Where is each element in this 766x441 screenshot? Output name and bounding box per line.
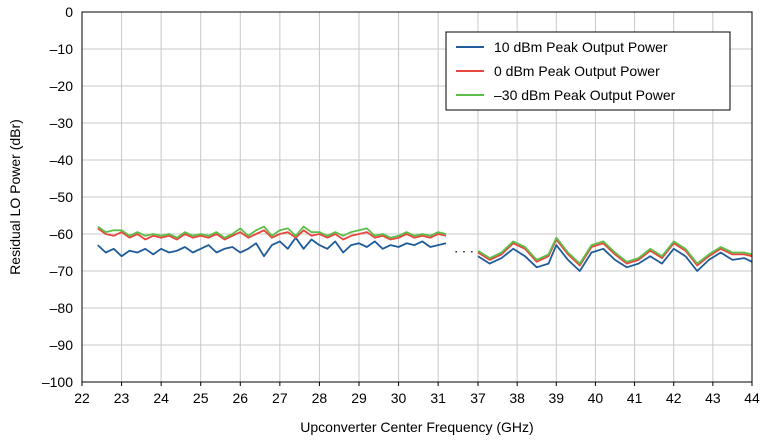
x-tick-label: 40 xyxy=(588,390,604,406)
x-tick-label: 37 xyxy=(470,390,486,406)
y-tick-label: –40 xyxy=(50,152,74,168)
y-tick-label: –30 xyxy=(50,115,74,131)
x-tick-label: 39 xyxy=(548,390,564,406)
y-tick-label: –50 xyxy=(50,189,74,205)
y-tick-label: –10 xyxy=(50,41,74,57)
x-tick-label: 30 xyxy=(391,390,407,406)
x-tick-label: 28 xyxy=(312,390,328,406)
series-line xyxy=(477,236,753,265)
x-tick-label: 27 xyxy=(272,390,288,406)
y-tick-label: –60 xyxy=(50,226,74,242)
series-line xyxy=(97,227,447,241)
x-tick-label: 26 xyxy=(232,390,248,406)
legend-label: –30 dBm Peak Output Power xyxy=(494,87,676,103)
x-tick-label: 43 xyxy=(705,390,721,406)
legend: 10 dBm Peak Output Power 0 dBm Peak Outpu… xyxy=(445,31,731,111)
x-tick-label: 44 xyxy=(744,390,760,406)
y-tick-label: –70 xyxy=(50,263,74,279)
series-line xyxy=(97,225,447,239)
legend-box xyxy=(445,31,731,111)
x-tick-label: 22 xyxy=(74,390,90,406)
x-tick-label: 25 xyxy=(193,390,209,406)
series-line xyxy=(97,236,447,258)
y-tick-label: 0 xyxy=(65,4,73,20)
series-line xyxy=(477,244,753,272)
series-lines xyxy=(97,225,753,272)
x-tick-label: 23 xyxy=(114,390,130,406)
x-tick-label: 31 xyxy=(430,390,446,406)
y-tick-label: –20 xyxy=(50,78,74,94)
y-axis-title: Residual LO Power (dBr) xyxy=(7,119,23,275)
x-tick-label: 41 xyxy=(627,390,643,406)
legend-label: 0 dBm Peak Output Power xyxy=(494,63,660,79)
x-tick-label: 29 xyxy=(351,390,367,406)
plot-frame xyxy=(81,11,753,383)
axis-break-label: . . . xyxy=(454,240,473,256)
x-tick-label: 42 xyxy=(666,390,682,406)
y-tick-label: –80 xyxy=(50,300,74,316)
y-tick-label: –90 xyxy=(50,337,74,353)
x-tick-label: 38 xyxy=(509,390,525,406)
legend-label: 10 dBm Peak Output Power xyxy=(494,39,668,55)
series-line xyxy=(477,238,753,267)
y-tick-label: –100 xyxy=(42,374,73,390)
x-tick-label: 24 xyxy=(153,390,169,406)
x-axis-title: Upconverter Center Frequency (GHz) xyxy=(300,419,533,435)
y-axis-ticks: 0 –10 –20 –30 –40 –50 –60 –70 –80 –90 –100 xyxy=(42,4,73,390)
legend-items: 10 dBm Peak Output Power 0 dBm Peak Outpu… xyxy=(456,39,676,103)
x-axis-ticks: 22 23 24 25 26 27 28 29 30 31 37 38 39 40 41 42 43 44 xyxy=(74,382,760,406)
